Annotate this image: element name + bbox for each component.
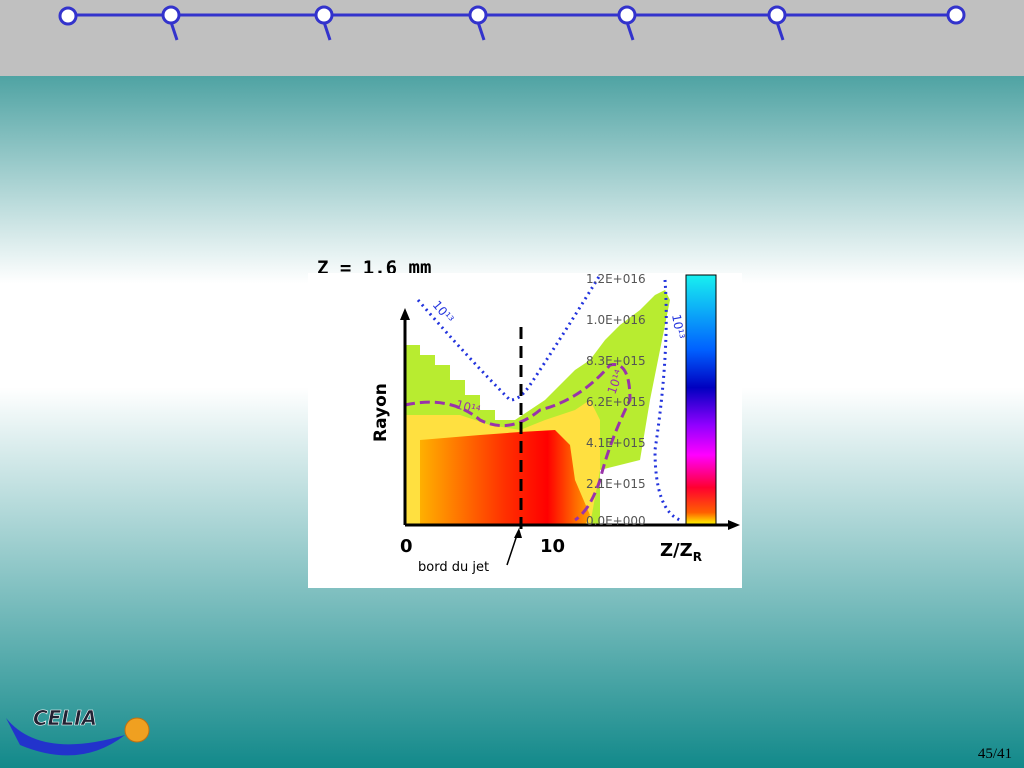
colorbar-label: 6.2E+015 <box>586 395 646 409</box>
x-axis-label-main: Z/Z <box>660 540 693 561</box>
colorbar-label: 8.3E+015 <box>586 354 646 368</box>
colorbar-label: 2.1E+015 <box>586 477 646 491</box>
heatmap <box>404 274 717 526</box>
logo-text: CELIA <box>33 706 97 730</box>
annotation: bord du jet <box>418 560 489 575</box>
x-axis-label-sub: R <box>693 550 702 564</box>
colorbar <box>685 274 717 526</box>
x-tick-label: 0 <box>400 536 413 557</box>
colorbar-label: 4.1E+015 <box>586 436 646 450</box>
contour-label: 10¹⁴ <box>454 397 482 417</box>
x-tick-label: 10 <box>540 536 565 557</box>
colorbar-label: 1.0E+016 <box>586 313 646 327</box>
x-axis-label: Z/ZR <box>660 540 702 564</box>
logo: CELIA <box>6 706 150 756</box>
contour-label: 10¹³ <box>669 313 687 340</box>
y-axis-label: Rayon <box>371 383 391 442</box>
navigation <box>58 5 966 41</box>
top-bar <box>0 0 1024 76</box>
page-number: 45/41 <box>978 746 1012 762</box>
colorbar-labels: 1.2E+016 1.0E+016 8.3E+015 6.2E+015 4.1E… <box>586 272 646 528</box>
colorbar-label: 1.2E+016 <box>586 272 646 286</box>
axes <box>400 308 740 566</box>
colorbar-label: 0.0E+000 <box>586 514 646 528</box>
